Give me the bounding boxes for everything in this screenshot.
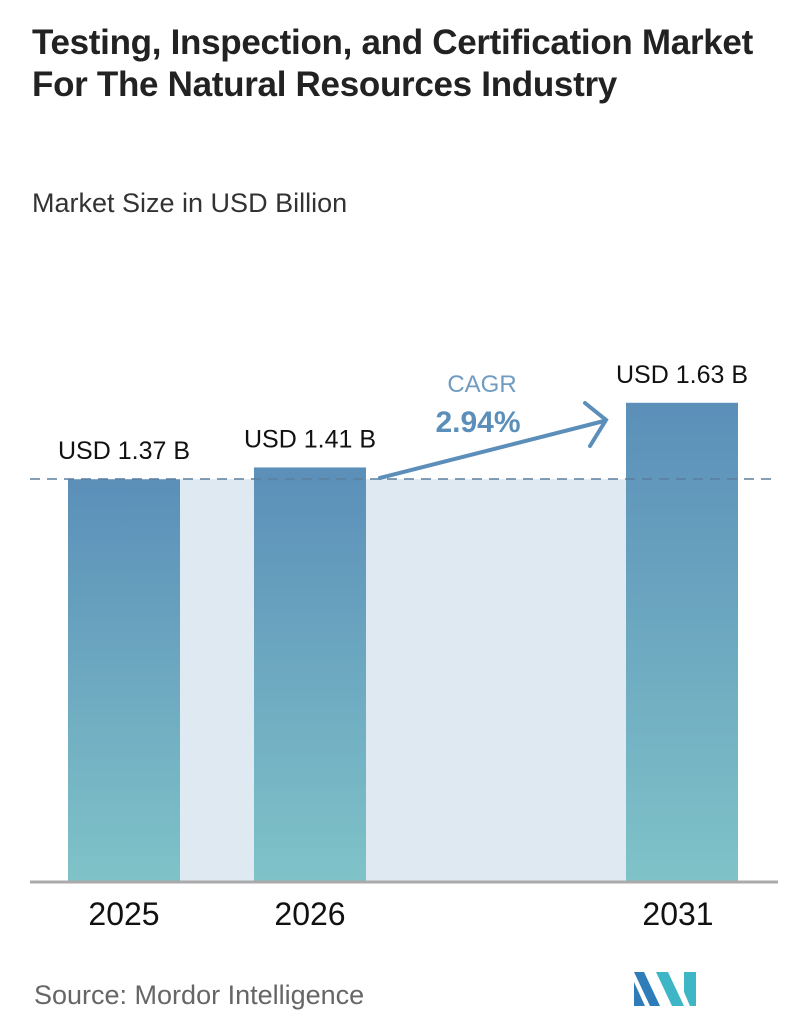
bar-2031 — [626, 402, 738, 882]
cagr-arrow — [378, 401, 609, 480]
shaded-band — [180, 479, 626, 882]
x-tick-label: 2025 — [88, 896, 159, 932]
data-label: USD 1.41 B — [244, 425, 376, 453]
bar-2025 — [68, 479, 180, 882]
chart-title: Testing, Inspection, and Certification M… — [32, 23, 753, 104]
x-tick-label: 2026 — [274, 896, 345, 932]
mordor-intelligence-logo — [634, 972, 696, 1006]
x-tick-label: 2031 — [642, 896, 713, 932]
source-text: Source: Mordor Intelligence — [34, 980, 365, 1010]
bar-2026 — [254, 467, 366, 882]
data-label: USD 1.37 B — [58, 437, 190, 465]
chart-subtitle: Market Size in USD Billion — [32, 188, 348, 218]
bar-chart: CAGR 2.94% USD 1.37 B 2025 USD 1.41 B 2026 U… — [30, 361, 778, 932]
data-label: USD 1.63 B — [616, 361, 748, 389]
cagr-label: CAGR — [447, 371, 516, 398]
cagr-value: 2.94% — [435, 406, 520, 439]
